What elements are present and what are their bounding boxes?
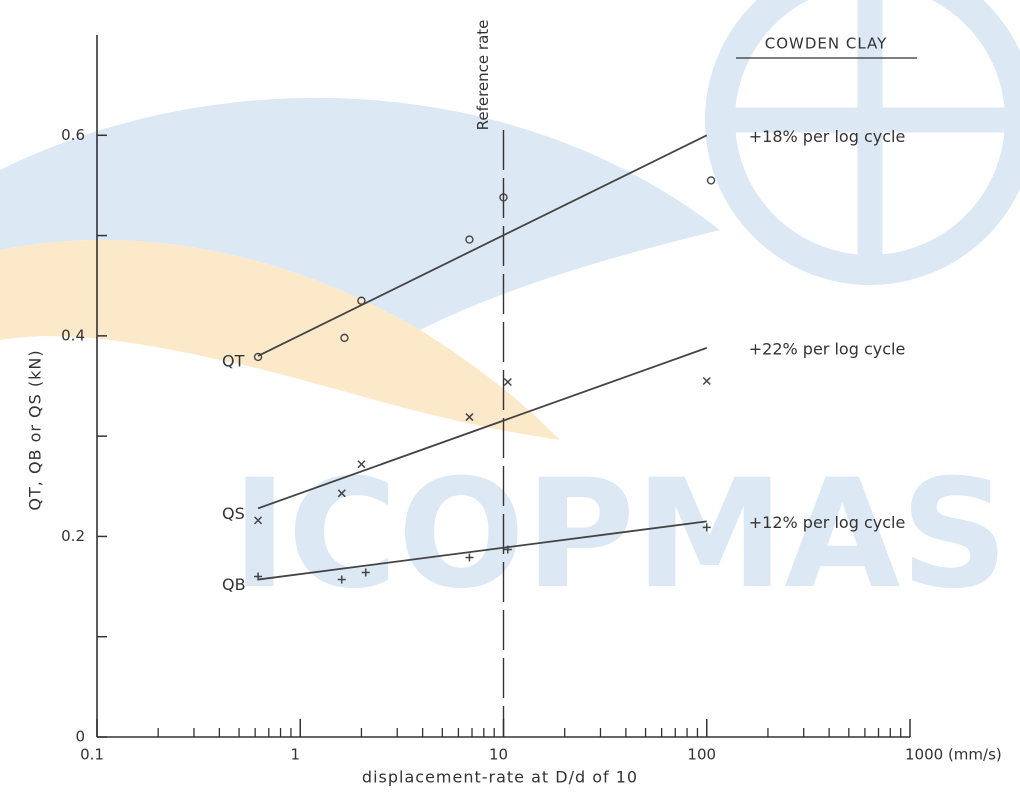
y-tick-label: 0.2 <box>61 527 85 545</box>
y-tick-label: 0 <box>75 728 85 746</box>
x-tick-label: 0.1 <box>80 746 104 764</box>
y-axis-label: QT, QB or QS (kN) <box>26 349 45 510</box>
x-axis-label: displacement-rate at D/d of 10 <box>362 768 638 787</box>
series-label: QT <box>222 351 245 370</box>
x-tick-label: 1000 (mm/s) <box>905 746 1002 764</box>
series-annotation: +18% per log cycle <box>749 127 906 146</box>
series-annotation: +22% per log cycle <box>749 339 906 358</box>
y-tick-label: 0.4 <box>61 326 85 344</box>
reference-label: Reference rate <box>474 20 492 131</box>
x-tick-label: 1 <box>290 746 300 764</box>
x-tick-label: 100 <box>687 746 716 764</box>
chart: ICOPMAS COWDEN CLAY displacement-rate at… <box>0 0 1020 797</box>
data-point <box>504 378 511 385</box>
series-annotation: +12% per log cycle <box>749 513 906 532</box>
data-point <box>703 377 710 384</box>
series-label: QB <box>222 575 246 594</box>
chart-title: COWDEN CLAY <box>765 35 888 53</box>
y-tick-label: 0.6 <box>61 126 85 144</box>
data-point <box>708 177 715 184</box>
x-tick-label: 10 <box>489 746 508 764</box>
watermark-text: ICOPMAS <box>232 448 1009 622</box>
series-label: QS <box>222 504 245 523</box>
